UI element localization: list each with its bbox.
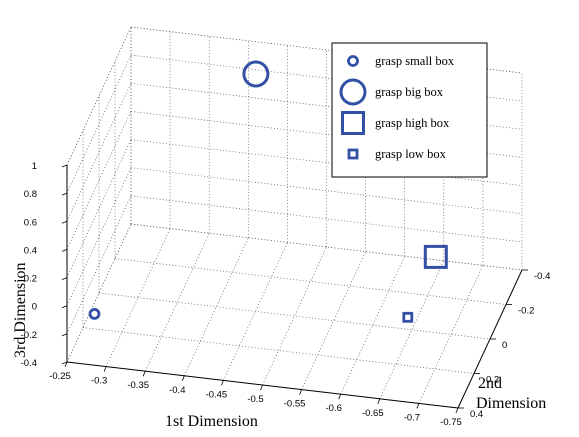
z-tick-label: 0 — [32, 302, 37, 313]
legend: grasp small box grasp big box grasp high b… — [331, 42, 488, 178]
x-tick-mark — [299, 389, 302, 395]
z-tick-mark — [61, 277, 68, 280]
legend-marker-3 — [341, 111, 365, 135]
box-edge — [66, 26, 132, 166]
side-wall-grid-line — [66, 167, 132, 306]
x-tick-label: -0.55 — [284, 399, 306, 410]
x-tick-label: -0.4 — [169, 385, 185, 396]
x-tick-label: -0.45 — [206, 389, 228, 400]
legend-marker-1 — [347, 55, 359, 67]
x-tick-mark — [64, 361, 68, 368]
x-tick-mark — [103, 366, 107, 372]
y-tick-label: 0.2 — [486, 375, 499, 386]
y-tick-label: -0.4 — [534, 271, 550, 282]
legend-items: grasp small box grasp big box grasp high b… — [339, 54, 455, 161]
floor-grid-line — [183, 237, 249, 376]
floor-grid-line — [144, 233, 210, 372]
z-tick-mark — [61, 164, 68, 168]
x-tick-label: -0.25 — [49, 371, 71, 382]
x-tick-label: -0.75 — [440, 417, 462, 428]
z-axis-title: 3rd Dimension — [12, 262, 29, 358]
legend-label-3: grasp high box — [375, 116, 450, 130]
legend-marker-4 — [347, 148, 359, 160]
x-tick-label: -0.5 — [247, 394, 263, 405]
x-tick-label: -0.7 — [404, 412, 420, 423]
x-tick-label: -0.35 — [127, 380, 149, 391]
z-tick-mark — [61, 192, 68, 196]
axis-layer — [66, 165, 523, 409]
z-tick-label: 1 — [32, 161, 37, 172]
data-points-layer — [88, 60, 448, 323]
z-tick-mark — [61, 333, 68, 337]
floor-grid-line — [98, 292, 491, 340]
z-tick-mark — [61, 305, 68, 309]
x-tick-mark — [142, 371, 146, 377]
y-axis-title-line1: 2nd — [478, 375, 502, 392]
data-point-series-2 — [242, 60, 270, 88]
floor-grid-line — [379, 260, 445, 399]
data-point-series-4 — [402, 311, 414, 323]
floor-grid-line — [82, 327, 475, 374]
z-tick-mark — [61, 249, 68, 252]
x-tick-mark — [455, 407, 459, 414]
legend-label-2: grasp big box — [375, 85, 444, 99]
z-tick-label: 0.2 — [24, 274, 37, 285]
floor-grid-line — [301, 251, 366, 390]
z-tick-label: 0.4 — [24, 245, 37, 256]
y-axis-title-line2: Dimension — [476, 395, 546, 412]
z-tick-label: 0.8 — [24, 189, 37, 200]
x-tick-label: -0.65 — [362, 408, 384, 419]
x-axis-title: 1st Dimension — [165, 413, 258, 430]
x-tick-mark — [181, 375, 185, 381]
x-tick-label: -0.6 — [326, 403, 342, 414]
z-tick-mark — [61, 220, 68, 224]
x-tick-mark — [338, 394, 342, 400]
x-tick-mark — [221, 380, 224, 386]
back-wall-grid-line — [130, 195, 523, 243]
floor-grid-line — [262, 246, 327, 386]
x-tick-mark — [260, 384, 263, 391]
x-tick-label: -0.3 — [91, 376, 107, 387]
floor-grid-line — [418, 265, 484, 404]
legend-label-4: grasp low box — [375, 147, 447, 161]
data-point-series-3 — [423, 244, 448, 269]
y-tick-label: 0.4 — [470, 409, 483, 420]
legend-marker-2 — [339, 78, 367, 106]
z-tick-label: -0.2 — [21, 330, 37, 341]
x-tick-mark — [377, 398, 381, 404]
z-tick-mark — [61, 361, 68, 365]
data-point-series-1 — [88, 307, 101, 320]
tick-layer: -0.25 -0.3 -0.35 -0.4 -0.45 -0.5 -0.55 -0.6 -0.6… — [21, 161, 551, 428]
legend-label-1: grasp small box — [375, 54, 455, 68]
z-tick-label: -0.4 — [21, 358, 37, 369]
x-tick-mark — [416, 403, 420, 409]
z-tick-label: 0.6 — [24, 217, 37, 228]
side-wall-grid-line — [66, 54, 132, 194]
y-tick-label: 0 — [502, 340, 507, 351]
y-tick-label: -0.2 — [518, 306, 534, 317]
